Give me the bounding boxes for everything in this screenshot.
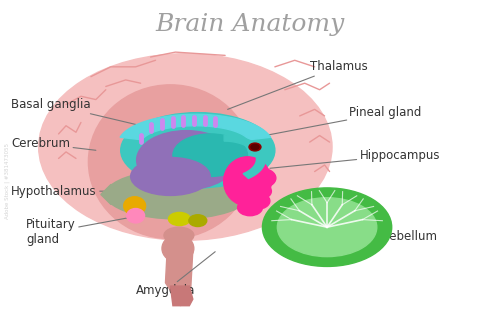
Ellipse shape (246, 168, 276, 188)
Ellipse shape (224, 157, 272, 206)
Ellipse shape (124, 197, 146, 215)
Ellipse shape (106, 170, 250, 219)
Ellipse shape (262, 188, 392, 266)
Polygon shape (224, 135, 266, 179)
Ellipse shape (126, 209, 144, 223)
Text: Pineal gland: Pineal gland (265, 106, 422, 136)
Ellipse shape (136, 131, 236, 189)
Text: Hypothalamus: Hypothalamus (12, 185, 128, 198)
Circle shape (251, 145, 259, 149)
Text: Brain Anatomy: Brain Anatomy (156, 13, 344, 36)
Text: Amygdala: Amygdala (136, 252, 215, 297)
Text: Basal ganglia: Basal ganglia (12, 98, 148, 127)
Text: Thalamus: Thalamus (228, 60, 368, 109)
Text: Hippocampus: Hippocampus (270, 149, 440, 168)
Ellipse shape (130, 157, 210, 195)
Ellipse shape (238, 199, 262, 216)
Ellipse shape (246, 183, 272, 199)
Polygon shape (101, 184, 260, 204)
Text: Adobe Stock | #381473055: Adobe Stock | #381473055 (4, 143, 10, 219)
Polygon shape (120, 114, 270, 140)
Ellipse shape (189, 215, 206, 226)
Ellipse shape (38, 54, 332, 240)
Ellipse shape (162, 235, 194, 262)
Text: Cerebellum: Cerebellum (330, 225, 438, 244)
Ellipse shape (245, 193, 270, 209)
Polygon shape (170, 286, 193, 306)
Ellipse shape (164, 227, 194, 244)
Polygon shape (166, 235, 193, 306)
Ellipse shape (168, 213, 190, 225)
Ellipse shape (88, 85, 252, 239)
Ellipse shape (120, 113, 275, 188)
Text: Cerebrum: Cerebrum (12, 137, 96, 150)
Circle shape (249, 143, 261, 151)
Ellipse shape (173, 134, 248, 177)
Text: Pituitary
gland: Pituitary gland (26, 217, 130, 246)
Ellipse shape (278, 198, 377, 257)
